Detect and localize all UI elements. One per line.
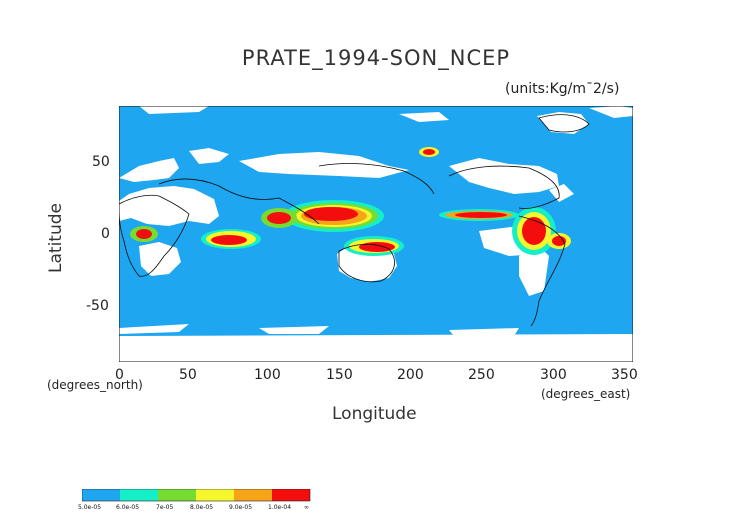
colorbar-labels: 5.0e-05 6.0e-05 7e-05 8.0e-05 9.0e-05 1.…	[78, 504, 332, 516]
coastlines	[119, 114, 590, 327]
x-tick: 300	[540, 367, 567, 383]
colorbar-swatches	[81, 488, 311, 502]
x-axis-label: Longitude	[332, 404, 417, 424]
colorbar-swatch	[158, 489, 196, 501]
x-tick: 250	[468, 367, 495, 383]
x-unit-note: (degrees_east)	[541, 387, 631, 401]
colorbar-label: 1.0e-04	[268, 504, 292, 511]
colorbar-label: 9.0e-05	[229, 504, 253, 511]
colorbar-swatch	[196, 489, 234, 501]
colorbar-label: 8.0e-05	[190, 504, 214, 511]
precip-bands	[130, 147, 571, 256]
colorbar-label: 5.0e-05	[78, 504, 102, 511]
x-tick: 100	[254, 367, 281, 383]
x-tick: 150	[326, 367, 353, 383]
map-plot-area	[119, 106, 633, 362]
chart-title: PRATE_1994-SON_NCEP	[241, 46, 511, 70]
y-axis-label: Latitude	[46, 203, 66, 273]
y-tick: 0	[101, 226, 110, 242]
x-tick: 50	[179, 367, 197, 383]
colorbar-swatch	[234, 489, 272, 501]
colorbar-outline	[81, 488, 311, 502]
colorbar-label: 7e-05	[156, 504, 174, 511]
y-tick: -50	[86, 298, 109, 314]
precipitation-map	[119, 106, 633, 362]
x-tick: 0	[115, 367, 124, 383]
colorbar-swatch	[82, 489, 120, 501]
colorbar-swatch	[272, 489, 310, 501]
x-tick: 200	[397, 367, 424, 383]
y-unit-note: (degrees_north)	[47, 378, 143, 392]
colorbar	[81, 488, 322, 507]
y-tick: 50	[92, 154, 110, 170]
colorbar-label: 6.0e-05	[116, 504, 140, 511]
x-tick: 350	[611, 367, 638, 383]
colorbar-swatch	[120, 489, 158, 501]
colorbar-label: ∞	[304, 504, 309, 511]
units-label: (units:Kg/m¯2/s)	[505, 81, 620, 97]
